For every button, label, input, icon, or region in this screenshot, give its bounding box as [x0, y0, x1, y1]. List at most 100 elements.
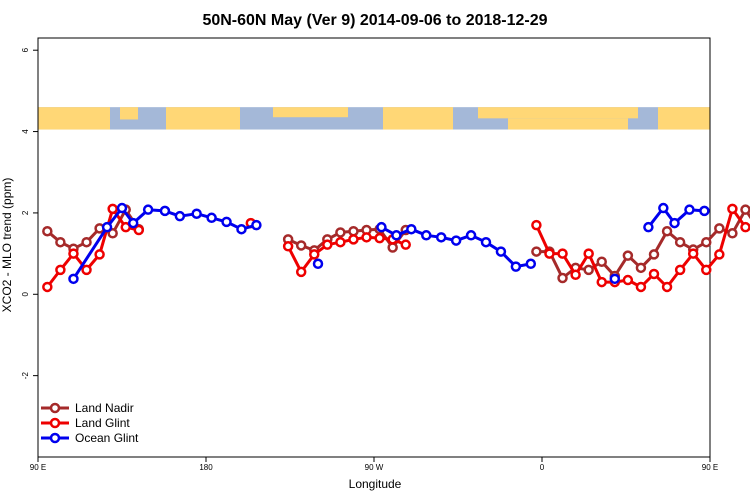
data-point-land-glint: [674, 264, 686, 276]
data-point-ocean-glint: [116, 202, 128, 214]
data-point-land-glint: [687, 248, 699, 259]
data-point-land-glint: [596, 276, 607, 288]
chart-title: 50N-60N May (Ver 9) 2014-09-06 to 2018-1…: [202, 12, 547, 29]
data-point-land-glint: [374, 232, 385, 244]
data-point-land-glint: [309, 249, 320, 260]
data-point-ocean-glint: [480, 236, 492, 248]
data-point-ocean-glint: [376, 221, 387, 233]
data-point-ocean-glint: [609, 273, 621, 285]
data-point-land-glint: [68, 248, 79, 259]
data-point-land-nadir: [740, 204, 750, 215]
data-point-land-glint: [701, 264, 712, 276]
series-line-land-glint: [535, 207, 750, 289]
data-point-land-nadir: [648, 249, 660, 260]
legend-swatch-marker: [49, 432, 61, 444]
data-point-land-nadir: [596, 256, 607, 267]
data-point-land-nadir: [42, 225, 53, 237]
map-land: [120, 107, 138, 120]
y-tick-label: -2: [21, 372, 30, 380]
data-point-land-glint: [107, 203, 118, 215]
data-point-land-glint: [648, 268, 660, 280]
data-point-ocean-glint: [465, 230, 477, 241]
legend-label: Land Nadir: [75, 401, 134, 415]
y-tick-label: 4: [21, 129, 30, 134]
world-map-strip: [38, 107, 710, 130]
data-point-ocean-glint: [643, 221, 654, 233]
data-point-land-nadir: [348, 225, 359, 237]
legend-item-ocean-glint: Ocean Glint: [41, 431, 139, 445]
plot-frame: [37, 37, 711, 458]
data-point-land-nadir: [583, 264, 594, 276]
data-point-ocean-glint: [101, 221, 113, 233]
data-point-land-nadir: [55, 236, 66, 248]
data-point-land-glint: [81, 264, 92, 276]
data-point-ocean-glint: [391, 230, 402, 241]
series-line-land-glint: [286, 235, 407, 274]
data-point-land-glint: [94, 249, 105, 260]
data-point-ocean-glint: [142, 204, 154, 215]
data-point-land-nadir: [557, 272, 568, 284]
series-ocean-glint: [68, 202, 710, 285]
data-point-land-glint: [133, 224, 145, 236]
data-point-land-nadir: [107, 228, 118, 239]
data-point-land-glint: [531, 219, 542, 231]
legend-item-land-glint: Land Glint: [41, 416, 130, 430]
data-point-ocean-glint: [159, 205, 171, 217]
data-point-land-nadir: [295, 240, 307, 251]
data-point-ocean-glint: [435, 232, 447, 243]
data-point-ocean-glint: [669, 217, 680, 229]
data-point-ocean-glint: [206, 212, 217, 224]
legend-swatch-marker: [49, 402, 61, 414]
data-point-land-glint: [120, 221, 131, 233]
data-point-land-glint: [622, 274, 634, 286]
data-point-land-glint: [295, 266, 307, 278]
data-point-ocean-glint: [251, 219, 262, 231]
data-point-land-glint: [400, 239, 411, 250]
data-point-land-glint: [361, 232, 372, 243]
map-land: [273, 107, 348, 118]
map-land: [478, 107, 638, 119]
data-point-land-nadir: [661, 225, 673, 237]
map-land: [508, 118, 628, 130]
data-point-land-glint: [348, 234, 359, 245]
x-tick-label: 90 W: [365, 463, 384, 472]
data-point-land-nadir: [81, 236, 92, 248]
map-land: [383, 107, 453, 130]
map-land: [166, 107, 240, 130]
data-point-ocean-glint: [127, 217, 139, 229]
data-point-ocean-glint: [236, 223, 247, 235]
data-point-land-nadir: [622, 250, 634, 261]
data-point-ocean-glint: [699, 205, 710, 217]
x-tick-label: 180: [199, 463, 213, 472]
series-land-nadir: [42, 204, 750, 284]
x-tick-label: 90 E: [30, 463, 46, 472]
data-point-land-glint: [55, 264, 66, 276]
data-point-land-glint: [282, 241, 294, 252]
data-point-ocean-glint: [421, 230, 432, 241]
data-point-ocean-glint: [68, 273, 79, 285]
y-tick-label: 6: [21, 47, 30, 52]
x-axis: 90 E 180 90 W 0 90 E: [30, 457, 718, 472]
data-point-land-glint: [740, 221, 750, 233]
data-point-land-glint: [544, 248, 555, 259]
data-point-land-glint: [557, 248, 568, 259]
map-land: [658, 107, 710, 130]
data-point-land-glint: [714, 249, 725, 260]
data-point-land-glint: [335, 236, 346, 248]
data-point-land-glint: [583, 248, 594, 259]
data-point-ocean-glint: [450, 235, 462, 246]
series-layer: [42, 202, 750, 293]
data-point-land-nadir: [701, 236, 712, 248]
data-point-ocean-glint: [495, 246, 507, 257]
data-point-land-glint: [322, 239, 333, 250]
data-point-land-nadir: [635, 262, 647, 274]
data-point-ocean-glint: [510, 261, 522, 272]
data-point-land-glint: [570, 269, 581, 281]
data-point-land-glint: [661, 281, 673, 293]
legend-item-land-nadir: Land Nadir: [41, 401, 134, 415]
legend-label: Ocean Glint: [75, 431, 139, 445]
x-tick-label: 90 E: [702, 463, 718, 472]
y-tick-label: 0: [21, 292, 30, 297]
